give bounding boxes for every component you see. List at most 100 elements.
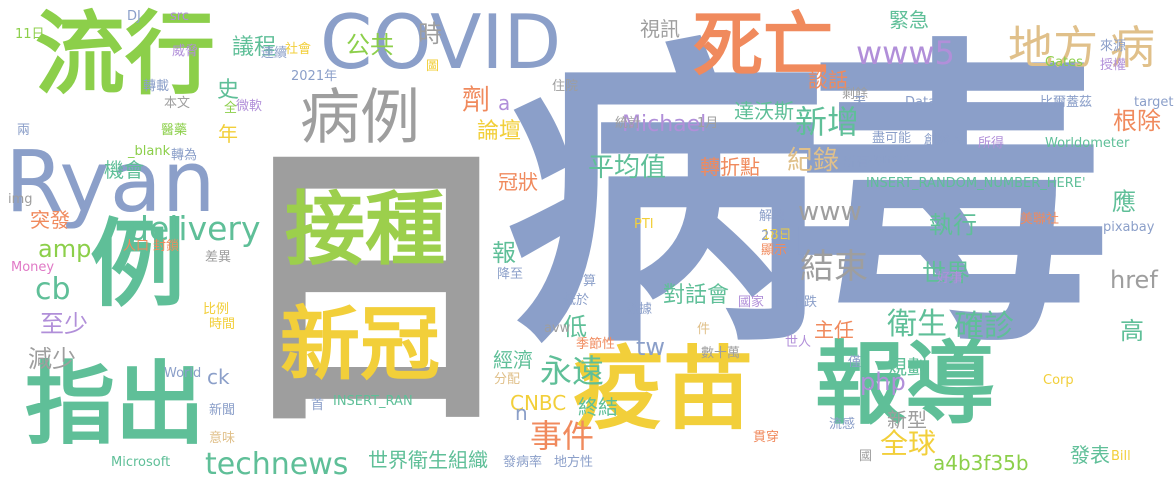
cloud-word: 人口 [123, 239, 150, 254]
cloud-word: a [498, 91, 511, 115]
cloud-word: 談話 [808, 68, 848, 92]
cloud-word: a4b3f35b [933, 451, 1029, 475]
cloud-word: 地方性 [554, 455, 594, 470]
cloud-word: 剩餘 [842, 87, 869, 102]
cloud-word: 連續 [261, 46, 288, 61]
cloud-word: 創辦人 [924, 133, 964, 148]
cloud-word: 結束 [800, 247, 868, 287]
cloud-word: 轉載 [143, 79, 170, 94]
cloud-word: 授權 [1100, 58, 1127, 73]
cloud-word: ck [207, 365, 230, 389]
cloud-word: 醫藥 [161, 123, 188, 138]
cloud-word: 主任 [814, 318, 854, 342]
cloud-word: 分配 [494, 372, 521, 387]
cloud-word: 所得 [978, 136, 1005, 151]
cloud-word: 死亡 [693, 4, 833, 86]
cloud-word: avw [544, 321, 571, 336]
cloud-word: 差異 [205, 250, 232, 265]
cloud-word: 貫穿 [753, 430, 780, 445]
cloud-word: 解決 [759, 209, 786, 224]
cloud-word: 2021年 [291, 69, 338, 84]
cloud-word: 論壇 [477, 119, 522, 144]
cloud-word: 低於 [563, 293, 590, 308]
cloud-word: 日 [225, 115, 525, 464]
cloud-word: 劑 [462, 83, 491, 116]
cloud-word: zoneid [868, 152, 911, 167]
cloud-word: 應 [1112, 188, 1136, 216]
cloud-word: 轉為 [171, 148, 198, 163]
cloud-word: 新聞 [209, 403, 236, 418]
cloud-word: Microsoft [111, 455, 171, 470]
cloud-word: 比爾蓋茲 [1040, 95, 1093, 110]
cloud-word: 所有人 [843, 155, 883, 170]
cloud-word: Gates [1045, 55, 1083, 70]
cloud-word: href [1110, 266, 1158, 294]
cloud-word: 流行 [35, 2, 215, 107]
cloud-word: 議程 [232, 35, 277, 60]
cloud-word: src [170, 9, 189, 24]
cloud-word: 永遠 [540, 352, 605, 390]
cloud-word: 病 [1110, 21, 1156, 74]
cloud-word: 下跌 [791, 295, 818, 310]
cloud-word: 數據 [626, 302, 653, 317]
cloud-word: Money [11, 260, 55, 275]
cloud-word: CNBC [510, 391, 567, 415]
cloud-word: 機會 [104, 158, 144, 182]
cloud-word: 圖 [426, 59, 440, 74]
cloud-word: technews [205, 447, 349, 482]
cloud-word: 比例 [203, 302, 230, 317]
cloud-word: pixabay [1103, 220, 1155, 235]
cloud-word: 轉折點 [700, 155, 760, 179]
cloud-word: 平均值 [588, 153, 667, 183]
cloud-word: 數十萬 [701, 346, 741, 361]
cloud-word: 緊急 [889, 8, 929, 32]
cloud-word: n [515, 401, 528, 425]
cloud-word: COVID [320, 0, 562, 86]
cloud-word: 1月 [697, 116, 719, 131]
cloud-word: 季節性 [576, 337, 616, 352]
cloud-word: 威脅 [172, 44, 199, 59]
cloud-word: 公共 [346, 31, 394, 59]
cloud-word: 社會 [285, 42, 312, 57]
cloud-word: 世界 [922, 259, 970, 287]
cloud-word: Corp [1043, 373, 1074, 388]
cloud-word: 疫苗 [573, 337, 753, 442]
cloud-word: www5 [856, 34, 955, 72]
cloud-word: 突發 [30, 208, 70, 232]
cloud-word: 達沃斯 [734, 99, 794, 123]
cloud-word: 時 [418, 20, 442, 48]
cloud-word: 統計 [615, 116, 642, 131]
cloud-word: 高 [1120, 317, 1144, 345]
cloud-word: 報 [492, 239, 516, 267]
cloud-word: 全球 [880, 427, 937, 460]
cloud-word: 病例 [300, 83, 420, 153]
cloud-word: 新型 [887, 408, 927, 432]
cloud-word: PTI [634, 217, 654, 232]
cloud-word: 減少 [28, 345, 76, 373]
cloud-word: 本文 [164, 96, 191, 111]
cloud-word: 地方 [1008, 21, 1099, 74]
cloud-word: 盡可能 [872, 131, 912, 146]
cloud-word: 根除 [1113, 107, 1161, 135]
cloud-word: Omicron [371, 177, 426, 192]
cloud-word: 病 [505, 14, 825, 386]
cloud-word: Michael [622, 112, 707, 137]
cloud-word: 世界衛生組織 [368, 448, 488, 472]
cloud-word: 確診 [954, 309, 1014, 344]
cloud-word: INSERT_RANDOM_NUMBER_HERE' [866, 176, 1086, 191]
cloud-word: 年 [218, 122, 238, 146]
cloud-word: 執行 [929, 211, 977, 239]
cloud-word: 對話會 [663, 283, 730, 308]
cloud-word: 首 [311, 398, 325, 413]
cloud-word: INSERT_RAN [333, 394, 413, 409]
cloud-word: 算 [583, 274, 597, 289]
cloud-word: _blank [128, 144, 171, 159]
cloud-word: 事件 [530, 417, 595, 455]
cloud-word: 兩 [17, 123, 31, 138]
cloud-word: 冠狀 [498, 170, 538, 194]
cloud-word: 顯示 [761, 243, 788, 258]
cloud-word: World [164, 366, 202, 381]
cloud-word: php [860, 368, 906, 396]
cloud-word: 至少 [40, 310, 88, 338]
